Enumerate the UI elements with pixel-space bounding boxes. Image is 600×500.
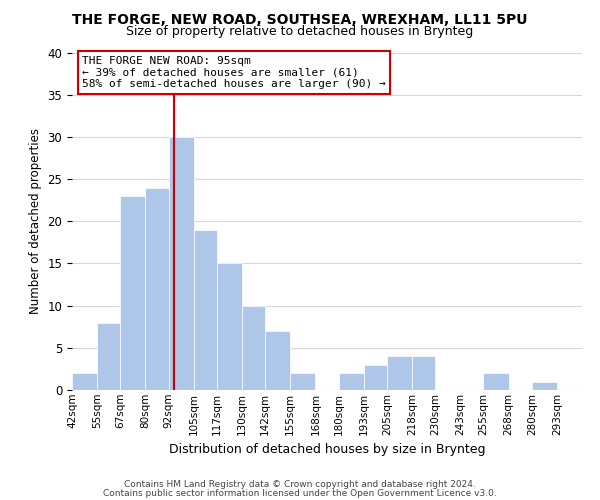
- Bar: [364, 364, 387, 390]
- Bar: [484, 373, 509, 390]
- Bar: [532, 382, 557, 390]
- Bar: [97, 322, 120, 390]
- Bar: [338, 373, 364, 390]
- Bar: [290, 373, 316, 390]
- Bar: [242, 306, 265, 390]
- Y-axis label: Number of detached properties: Number of detached properties: [29, 128, 42, 314]
- Text: Contains public sector information licensed under the Open Government Licence v3: Contains public sector information licen…: [103, 488, 497, 498]
- Bar: [72, 373, 97, 390]
- Text: THE FORGE NEW ROAD: 95sqm
← 39% of detached houses are smaller (61)
58% of semi-: THE FORGE NEW ROAD: 95sqm ← 39% of detac…: [82, 56, 386, 89]
- Bar: [265, 331, 290, 390]
- Bar: [120, 196, 145, 390]
- Text: Contains HM Land Registry data © Crown copyright and database right 2024.: Contains HM Land Registry data © Crown c…: [124, 480, 476, 489]
- Bar: [217, 264, 242, 390]
- Bar: [387, 356, 412, 390]
- Bar: [194, 230, 217, 390]
- X-axis label: Distribution of detached houses by size in Brynteg: Distribution of detached houses by size …: [169, 443, 485, 456]
- Bar: [169, 137, 194, 390]
- Bar: [145, 188, 169, 390]
- Text: THE FORGE, NEW ROAD, SOUTHSEA, WREXHAM, LL11 5PU: THE FORGE, NEW ROAD, SOUTHSEA, WREXHAM, …: [72, 12, 528, 26]
- Bar: [412, 356, 435, 390]
- Text: Size of property relative to detached houses in Brynteg: Size of property relative to detached ho…: [127, 25, 473, 38]
